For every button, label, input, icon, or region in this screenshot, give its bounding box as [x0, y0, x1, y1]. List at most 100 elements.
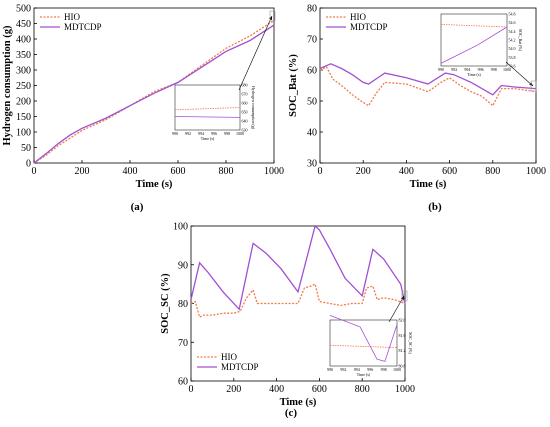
x-tick-label: 0 [32, 166, 37, 177]
x-tick-label: 200 [356, 166, 371, 177]
inset-x-tick-label: 994 [354, 367, 360, 372]
inset-series-line-hio [174, 107, 241, 111]
inset-y-title: SOC_SC (%) [408, 332, 413, 354]
y-tick-label: 0 [26, 159, 31, 170]
zoom-arrow [238, 15, 273, 91]
series-line-hio [319, 66, 537, 107]
chart-panel-1: 0 200 400 600 800 1000 0 50 100 150 200 250 300 350 40… [2, 4, 284, 214]
x-tick-label: 600 [442, 166, 457, 177]
inset-y-tick-label: 82.0 [399, 318, 406, 323]
inset-x-tick-label: 998 [224, 131, 230, 136]
inset-x-tick-label: 1000 [236, 131, 244, 136]
y-tick-label: 30 [307, 159, 317, 170]
chart-panel-3: 0 200 400 600 800 1000 60 70 80 90 100 Time (s) SOC_… [160, 222, 415, 420]
inset-x-tick-label: 992 [340, 367, 346, 372]
x-tick-label: 800 [485, 166, 500, 177]
inset-y-title: Hydrogen consumption (g) [251, 86, 256, 130]
x-tick-label: 1000 [395, 384, 415, 395]
inset-y-tick-label: 650 [242, 110, 248, 115]
x-tick-label: 200 [75, 166, 90, 177]
x-tick-label: 200 [226, 384, 241, 395]
inset-frame [329, 319, 398, 367]
y-tick-label: 50 [307, 97, 317, 108]
y-tick-label: 250 [16, 81, 31, 92]
panel-caption: (a) [131, 201, 144, 213]
legend-label-mdtcdp: MDTCDP [221, 362, 259, 372]
legend-label-mdtcdp: MDTCDP [64, 22, 102, 32]
inset-y-tick-label: 81.6 [399, 333, 406, 338]
y-tick-label: 200 [16, 97, 31, 108]
panel-caption: (b) [428, 201, 442, 213]
y-tick-label: 100 [16, 128, 31, 139]
series-line-mdtcdp [319, 63, 537, 96]
y-tick-label: 350 [16, 50, 31, 61]
inset-y-tick-label: 53.8 [509, 55, 516, 60]
x-tick-label: 800 [355, 384, 370, 395]
inset-y-tick-label: 630 [242, 128, 248, 133]
inset-x-tick-label: 1000 [393, 367, 401, 372]
inset-x-tick-label: 990 [172, 131, 178, 136]
y-tick-label: 150 [16, 112, 31, 123]
y-tick-label: 500 [16, 4, 31, 15]
inset-x-tick-label: 994 [198, 131, 204, 136]
legend-label-mdtcdp: MDTCDP [350, 22, 388, 32]
inset-series-line-mdtcdp [329, 315, 398, 362]
x-tick-label: 600 [312, 384, 327, 395]
inset-x-tick-label: 996 [367, 367, 373, 372]
zoom-region-box [530, 80, 537, 92]
inset-y-tick-label: 80.8 [399, 364, 406, 369]
x-axis-title: Time (s) [280, 397, 317, 408]
y-axis-title: Hydrogen consumption (g) [2, 25, 13, 145]
y-axis-title: SOC_Bat (%) [288, 54, 299, 117]
inset-y-tick-label: 81.2 [399, 348, 406, 353]
x-axis-title: Time (s) [136, 179, 173, 190]
inset-frame [440, 13, 508, 67]
x-tick-label: 1000 [526, 166, 546, 177]
inset-x-title: Time (s) [357, 372, 371, 377]
inset-x-tick-label: 1000 [503, 67, 511, 72]
inset-frame [174, 84, 241, 131]
x-tick-label: 400 [123, 166, 138, 177]
inset-x-tick-label: 990 [327, 367, 333, 372]
series-line-hio [190, 283, 406, 319]
inset-x-tick-label: 996 [478, 67, 484, 72]
inset-y-tick-label: 54.2 [509, 38, 516, 43]
legend-label-hio: HIO [64, 12, 80, 22]
zoom-arrow [505, 61, 534, 87]
inset-series-line-mdtcdp [174, 116, 241, 118]
panel-caption: (c) [285, 407, 298, 419]
inset-x-tick-label: 994 [464, 67, 470, 72]
y-tick-label: 80 [307, 4, 317, 15]
x-axis-title: Time (s) [410, 179, 447, 190]
x-tick-label: 600 [171, 166, 186, 177]
inset-x-tick-label: 990 [438, 67, 444, 72]
inset-y-tick-label: 54.8 [509, 12, 516, 17]
inset-x-tick-label: 998 [491, 67, 497, 72]
inset-x-tick-label: 996 [211, 131, 217, 136]
zoom-region-box [401, 290, 408, 302]
legend-label-hio: HIO [350, 12, 366, 22]
y-tick-label: 70 [307, 35, 317, 46]
inset-x-title: Time (s) [467, 72, 481, 77]
inset-y-title: SOC_Bat (%) [518, 29, 523, 52]
x-tick-label: 0 [318, 166, 323, 177]
inset-series-line-mdtcdp [440, 26, 508, 64]
inset-x-title: Time (s) [201, 136, 215, 141]
legend-label-hio: HIO [221, 352, 237, 362]
y-tick-label: 100 [173, 222, 188, 233]
y-tick-label: 60 [307, 66, 317, 77]
inset-x-tick-label: 992 [185, 131, 191, 136]
x-tick-label: 400 [399, 166, 414, 177]
zoom-region-box [269, 10, 276, 22]
y-tick-label: 400 [16, 35, 31, 46]
x-tick-label: 0 [189, 384, 194, 395]
y-tick-label: 70 [178, 338, 188, 349]
y-axis-title: SOC_SC (%) [160, 273, 171, 334]
